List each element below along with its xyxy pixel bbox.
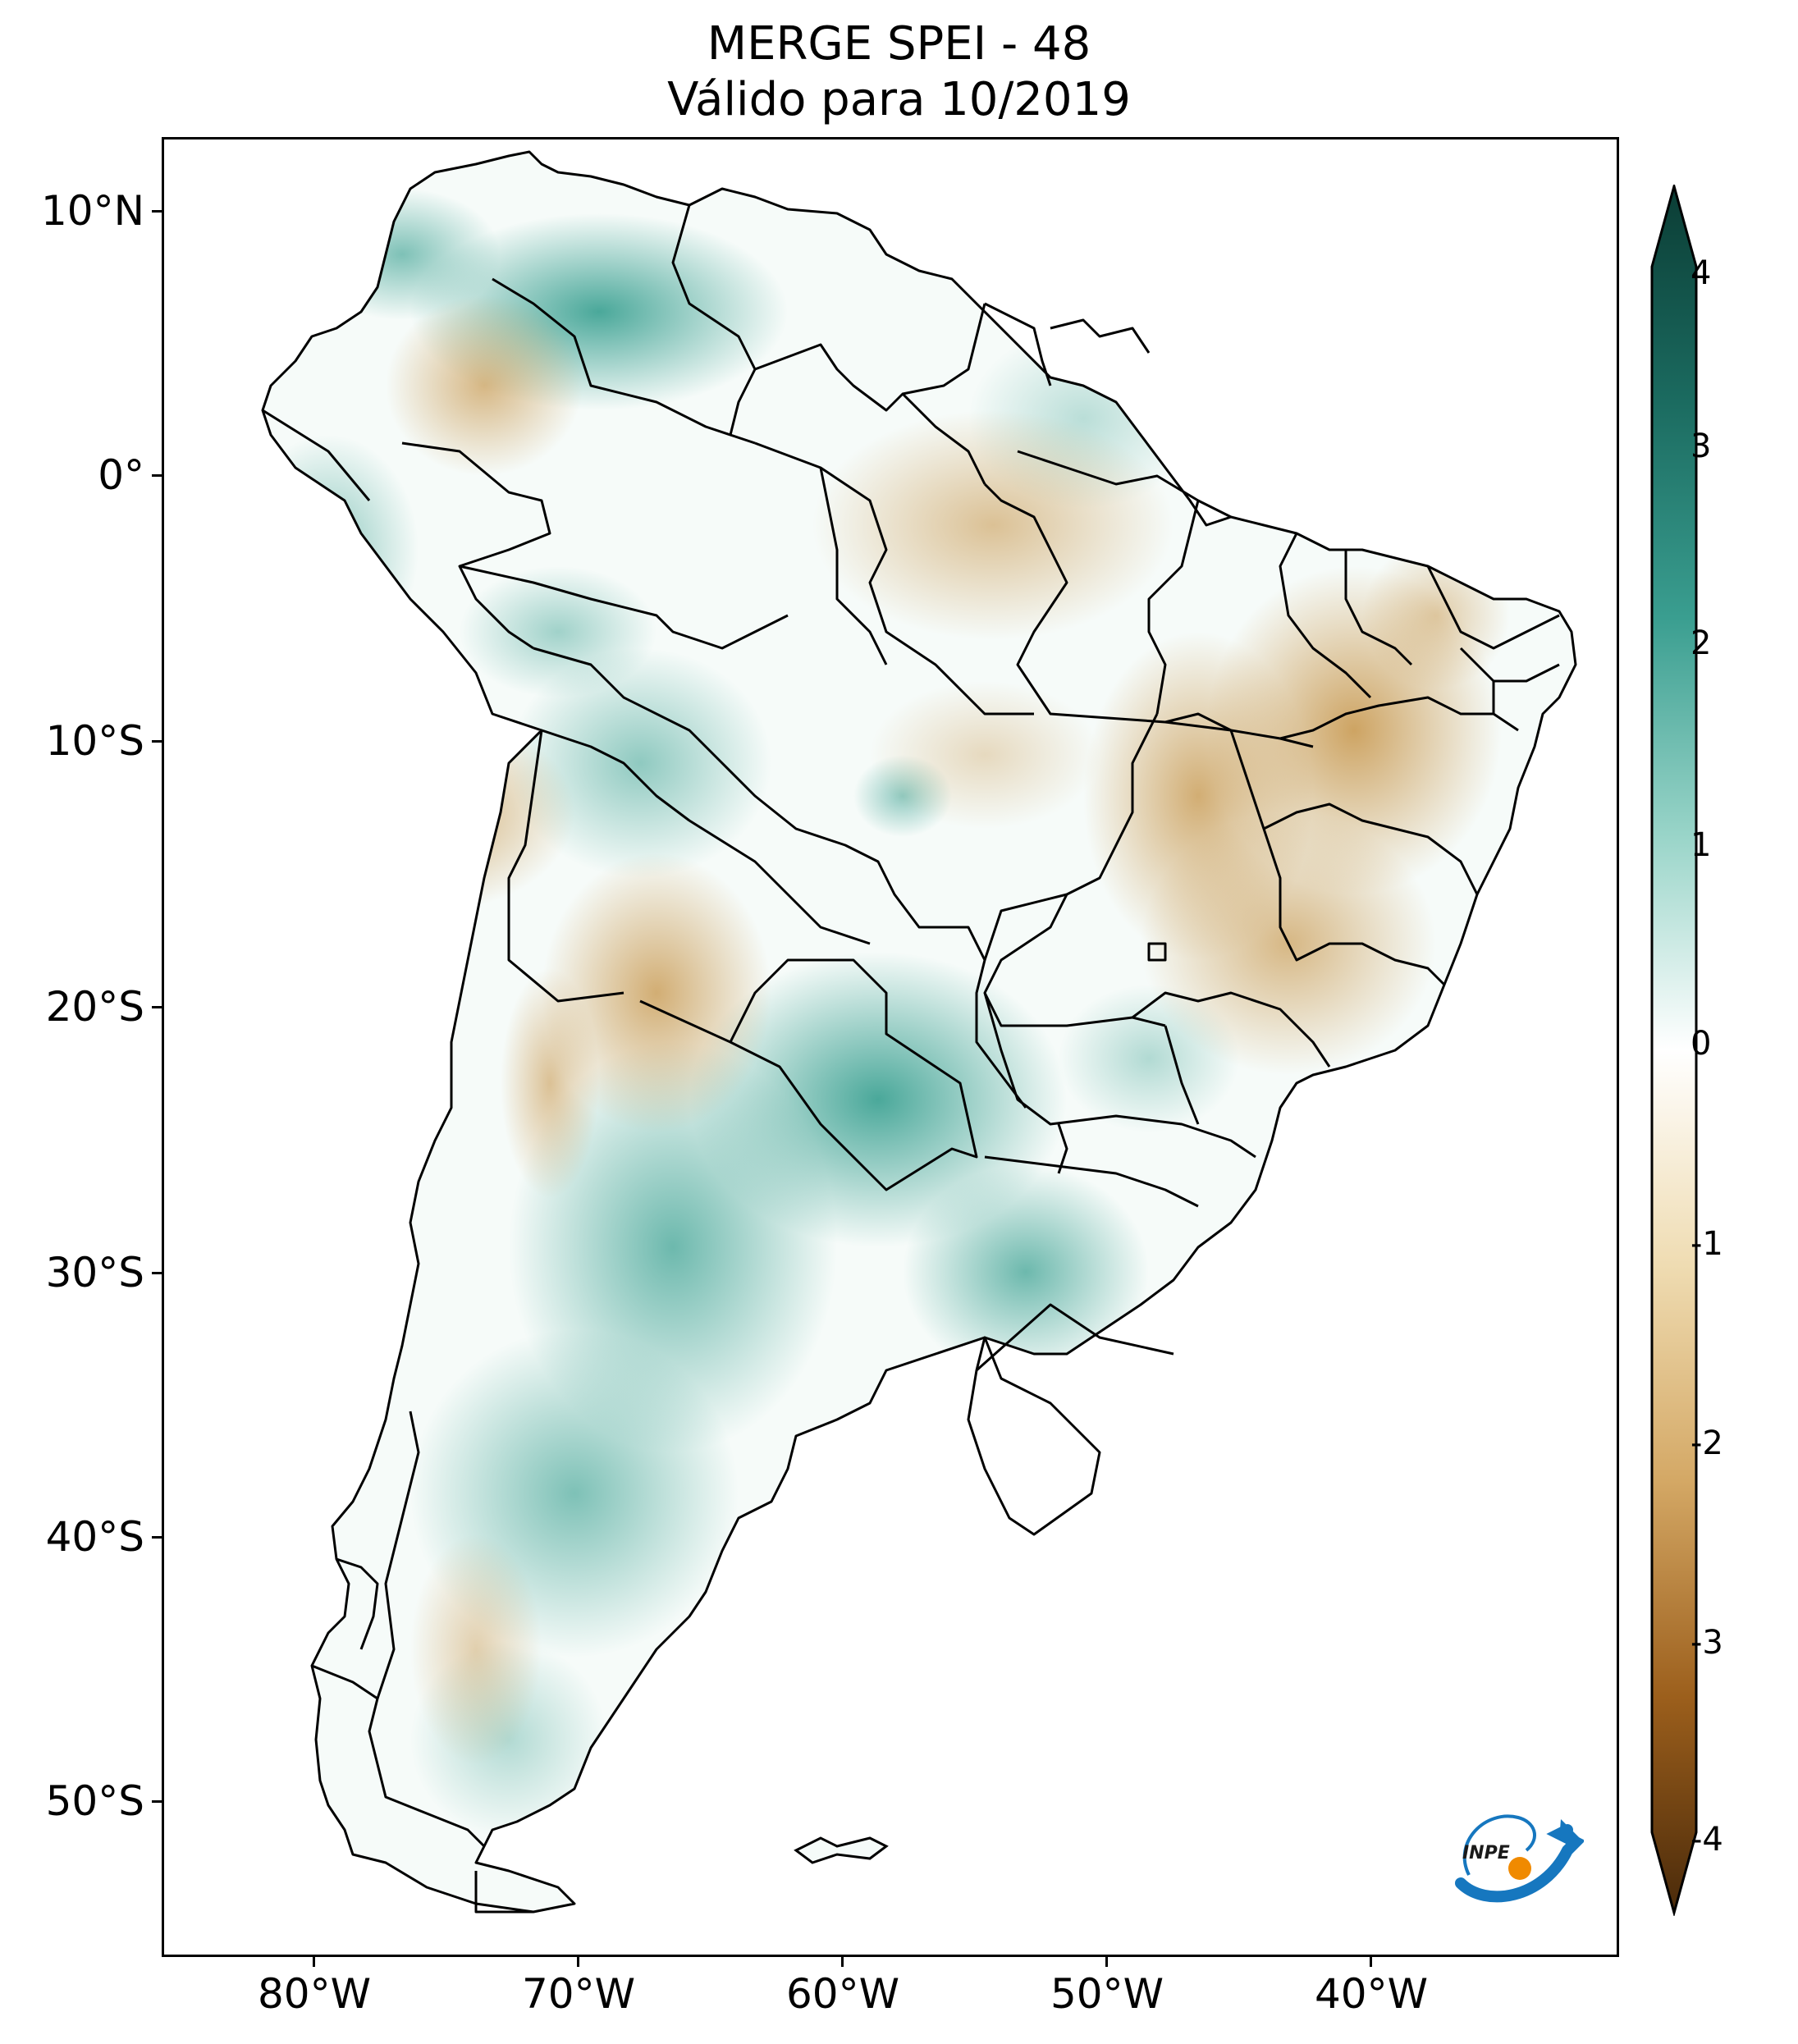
map-title-line2: Válido para 10/2019: [667, 73, 1131, 126]
x-tick-label: 60°W: [785, 1970, 900, 2018]
y-tick-mark: [152, 210, 162, 213]
x-tick-mark: [841, 1957, 844, 1967]
y-tick-mark: [152, 1536, 162, 1539]
y-tick-label: 0°: [98, 451, 144, 499]
y-tick-label: 10°S: [45, 717, 144, 765]
colorbar-tick-label: 3: [1690, 428, 1712, 465]
y-tick-label: 50°S: [45, 1777, 144, 1825]
y-tick-mark: [152, 1800, 162, 1803]
colorbar-tick-label: -1: [1690, 1225, 1723, 1263]
y-tick-mark: [152, 1272, 162, 1274]
y-tick-mark: [152, 740, 162, 743]
colorbar: [1650, 185, 1698, 1916]
colorbar-tick-label: 0: [1690, 1025, 1712, 1063]
y-tick-label: 30°S: [45, 1249, 144, 1296]
map-canvas: [261, 150, 1577, 1914]
x-tick-label: 40°W: [1314, 1970, 1429, 2018]
y-tick-mark: [152, 1006, 162, 1008]
colorbar-tick-label: 1: [1690, 826, 1712, 864]
inpe-logo: INPE: [1455, 1814, 1584, 1903]
falklands-outline: [794, 1836, 889, 1864]
y-tick-label: 20°S: [45, 983, 144, 1031]
x-tick-label: 70°W: [521, 1970, 636, 2018]
map-title-line1: MERGE SPEI - 48: [707, 17, 1091, 71]
colorbar-tick-label: -4: [1690, 1821, 1723, 1859]
y-tick-mark: [152, 474, 162, 477]
y-tick-label: 40°S: [45, 1513, 144, 1561]
x-tick-label: 50°W: [1050, 1970, 1164, 2018]
inpe-logo-text: INPE: [1462, 1843, 1510, 1863]
x-tick-mark: [1105, 1957, 1108, 1967]
x-tick-mark: [313, 1957, 315, 1967]
x-tick-mark: [1370, 1957, 1372, 1967]
map-panel: [162, 137, 1619, 1957]
colorbar-tick-label: 4: [1690, 254, 1712, 292]
country-borders: [261, 150, 1577, 1914]
x-tick-label: 80°W: [257, 1970, 372, 2018]
colorbar-tick-label: -2: [1690, 1424, 1723, 1462]
colorbar-tick-label: -3: [1690, 1624, 1723, 1662]
y-tick-label: 10°N: [40, 187, 144, 235]
x-tick-mark: [577, 1957, 579, 1967]
colorbar-tick-label: 2: [1690, 624, 1712, 662]
